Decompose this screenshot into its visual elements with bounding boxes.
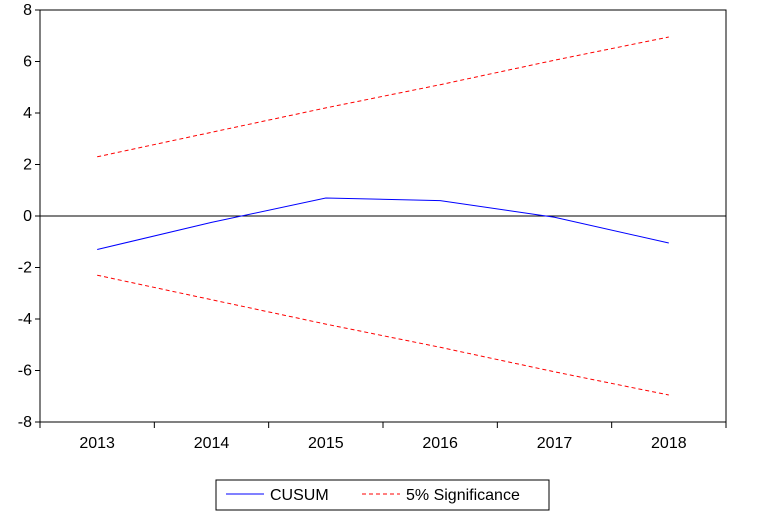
legend-label-significance: 5% Significance [406,487,520,504]
cusum-line [97,197,669,250]
lower-significance-line [97,274,669,396]
x-tick-label: 2014 [194,435,230,452]
legend: CUSUM 5% Significance [215,479,550,511]
x-tick-label: 2015 [308,435,344,452]
y-tick-label: -8 [18,414,32,431]
y-tick-label: -6 [18,363,32,380]
x-tick-label: 2013 [79,435,115,452]
y-tick-label: -4 [18,311,32,328]
y-tick-label: 4 [23,105,32,122]
x-tick-label: 2017 [537,435,573,452]
plot-area [39,9,727,423]
y-tick-label: -2 [18,260,32,277]
axes: -8 -6 -4 -2 0 2 4 6 8 2013 2014 2015 2016 2017 2018 [18,2,727,452]
y-tick-label: 0 [23,208,32,225]
upper-significance-line [97,36,669,158]
y-tick-label: 8 [23,2,32,19]
x-tick-label: 2018 [651,435,687,452]
x-tick-label: 2016 [422,435,458,452]
legend-box [215,479,550,511]
y-tick-label: 6 [23,54,32,71]
y-tick-label: 2 [23,157,32,174]
series-lines [97,36,669,396]
legend-label-cusum: CUSUM [270,487,329,504]
